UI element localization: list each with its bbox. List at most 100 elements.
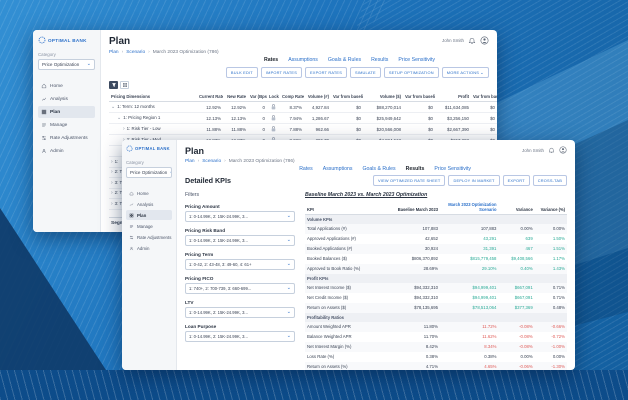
chevron-right-icon[interactable]: ›: [111, 179, 113, 186]
table-row[interactable]: › 1: Risk Tier - Low 11.88% 11.88% 0 7.88…: [109, 123, 497, 135]
cell-comp-rate: 7.88%: [280, 123, 304, 135]
import-rates-button[interactable]: IMPORT RATES: [260, 67, 302, 78]
category-label: Category: [126, 160, 144, 165]
sidebar-item-home[interactable]: Home: [38, 80, 95, 92]
breadcrumb-link-scenario[interactable]: Scenario: [126, 50, 146, 55]
sidebar-item-rate-adjustments[interactable]: Rate Adjustments: [38, 132, 95, 144]
table-row[interactable]: ⌄ 1: Pricing Region 1 12.13% 12.13% 0 7.9…: [109, 112, 497, 124]
chevron-right-icon[interactable]: ›: [111, 158, 113, 165]
detailed-kpis-window: OPTIMAL BANK Category Price Optimization…: [122, 140, 575, 370]
pricing-amount-select[interactable]: 1: 0-14.99K, 2: 15K-24.99K, 3... ⌄: [185, 211, 295, 222]
grid-view-button[interactable]: [120, 81, 129, 89]
tab-rates[interactable]: Rates: [264, 57, 279, 63]
plan-grid-icon: [41, 109, 47, 115]
table-row[interactable]: ⌄ 1: Term: 12 months 12.92% 12.92% 0 8.37…: [109, 101, 497, 113]
simulate-button[interactable]: SIMULATE: [350, 67, 381, 78]
section-name: Profitability Ratios: [305, 312, 567, 322]
pricing-fico-select[interactable]: 1: 740+, 2: 700-739, 3: 660-699... ⌄: [185, 283, 295, 294]
breadcrumb-link-plan[interactable]: Plan: [185, 159, 195, 164]
tab-results[interactable]: Results: [405, 166, 425, 172]
category-select[interactable]: Price Optimization ⌄: [38, 59, 95, 70]
cell-var-bps: 0: [248, 101, 267, 113]
sidebar-item-plan[interactable]: Plan: [126, 210, 172, 220]
profile-avatar-icon[interactable]: [480, 36, 489, 45]
chevron-down-icon: ⌄: [286, 213, 291, 219]
cell-new-rate[interactable]: 12.13%: [223, 112, 248, 124]
sidebar-item-rate-adjustments[interactable]: Rate Adjustments: [126, 232, 172, 242]
tab-goals-rules[interactable]: Goals & Rules: [362, 166, 396, 172]
breadcrumb-link-plan[interactable]: Plan: [109, 50, 119, 55]
cell-variance-pct: -1.00%: [534, 341, 567, 352]
chevron-right-icon[interactable]: ›: [111, 190, 113, 197]
sidebar-item-manage[interactable]: Manage: [38, 119, 95, 131]
pricing-term-select[interactable]: 1: 0-42, 2: 43-48, 3: 49-60, 4: 61+ ⌄: [185, 259, 295, 270]
cell-variance: $667,091: [514, 295, 533, 300]
table-header-row: Pricing Dimensions Current Rate New Rate…: [109, 92, 497, 102]
view-optimized-rate-sheet-button[interactable]: VIEW OPTIMIZED RATE SHEET: [373, 175, 446, 186]
bulk-edit-button[interactable]: BULK EDIT: [225, 67, 258, 78]
kpi-name: Net Interest Income ($): [305, 282, 392, 293]
tab-assumptions[interactable]: Assumptions: [322, 166, 353, 172]
cell-profit: $11,634,085: [435, 101, 471, 113]
loan-purpose-select[interactable]: 1: 0-14.99K, 2: 15K-24.99K, 3... ⌄: [185, 331, 295, 342]
filter-view-button[interactable]: [109, 81, 118, 89]
breadcrumb-separator-icon: ›: [224, 159, 226, 164]
sidebar-item-label: Manage: [137, 223, 153, 229]
export-rates-button[interactable]: EXPORT RATES: [305, 67, 348, 78]
filter-label: Pricing Amount: [185, 204, 220, 209]
breadcrumb-separator-icon: ›: [148, 50, 150, 55]
sidebar-item-analysis[interactable]: Analysis: [38, 93, 95, 105]
sidebar-item-admin[interactable]: Admin: [126, 243, 172, 253]
tab-goals-rules[interactable]: Goals & Rules: [327, 57, 362, 63]
cell-optimized: 29.10%: [440, 263, 499, 274]
kpi-name: Loss Rate (%): [307, 354, 335, 359]
sidebar-item-label: Manage: [50, 122, 68, 128]
cell-volume-dollars: $20,566,008: [363, 123, 403, 135]
tab-assumptions[interactable]: Assumptions: [288, 57, 318, 63]
tab-price-sensitivity[interactable]: Price Sensitivity: [398, 57, 435, 63]
bell-icon[interactable]: [548, 147, 555, 154]
ltv-select[interactable]: 1: 0-14.99K, 2: 15K-24.99K, 3... ⌄: [185, 307, 295, 318]
filter-value: 1: 0-42, 2: 43-48, 3: 49-60, 4: 61+: [189, 262, 252, 267]
sidebar-item-label: Plan: [50, 109, 61, 115]
filter-label: Pricing Risk Band: [185, 228, 226, 233]
cross-tab-button[interactable]: CROSS-TAB: [532, 175, 567, 186]
bell-icon[interactable]: [468, 37, 476, 45]
chevron-down-icon[interactable]: ⌄: [111, 104, 116, 110]
user-name: John Smith: [522, 147, 544, 153]
export-button[interactable]: EXPORT: [502, 175, 530, 186]
sidebar-item-analysis[interactable]: Analysis: [126, 199, 172, 209]
cell-new-rate[interactable]: 11.88%: [223, 123, 248, 135]
sliders-icon: [42, 136, 46, 140]
more-actions-button[interactable]: MORE ACTIONS ⌄: [441, 67, 489, 78]
tab-rates[interactable]: Rates: [299, 166, 313, 172]
brand-logo: OPTIMAL BANK: [38, 36, 95, 44]
cell-new-rate[interactable]: 12.92%: [223, 101, 248, 113]
cell-variance-pct: 1.51%: [534, 243, 567, 254]
tab-results[interactable]: Results: [371, 57, 389, 63]
chevron-right-icon[interactable]: ›: [111, 200, 113, 207]
cell-baseline: 8.42%: [391, 341, 441, 352]
sidebar-item-manage[interactable]: Manage: [126, 221, 172, 231]
cell-lock[interactable]: [267, 101, 280, 113]
cell-variance: $377,369: [498, 302, 535, 313]
sidebar-item-home[interactable]: Home: [126, 188, 172, 198]
breadcrumb-link-scenario[interactable]: Scenario: [202, 159, 222, 164]
sidebar-item-admin[interactable]: Admin: [38, 145, 95, 157]
table-row: Amount Weighted APR 11.80% 11.72% -0.08%…: [305, 321, 567, 332]
profile-avatar-icon[interactable]: [559, 146, 567, 154]
category-select[interactable]: Price Optimization ⌄: [126, 167, 172, 178]
cell-lock[interactable]: [267, 123, 280, 135]
cell-lock[interactable]: [267, 112, 280, 124]
chevron-down-icon[interactable]: ⌄: [117, 115, 122, 121]
sidebar-item-plan[interactable]: Plan: [38, 106, 95, 118]
setup-optimization-button[interactable]: SETUP OPTIMIZATION: [383, 67, 439, 78]
pricing-risk-band-select[interactable]: 1: 0-14.99K, 2: 15K-24.99K, 3... ⌄: [185, 235, 295, 246]
chevron-right-icon[interactable]: ›: [123, 126, 125, 132]
chevron-right-icon[interactable]: ›: [111, 169, 113, 176]
tab-price-sensitivity[interactable]: Price Sensitivity: [434, 166, 471, 172]
sliders-icon: [129, 235, 134, 239]
deploy-in-market-button[interactable]: DEPLOY IN MARKET: [448, 175, 500, 186]
tab-bar: Rates Assumptions Goals & Rules Results …: [109, 57, 489, 63]
column-header: Variance (%): [534, 201, 567, 215]
